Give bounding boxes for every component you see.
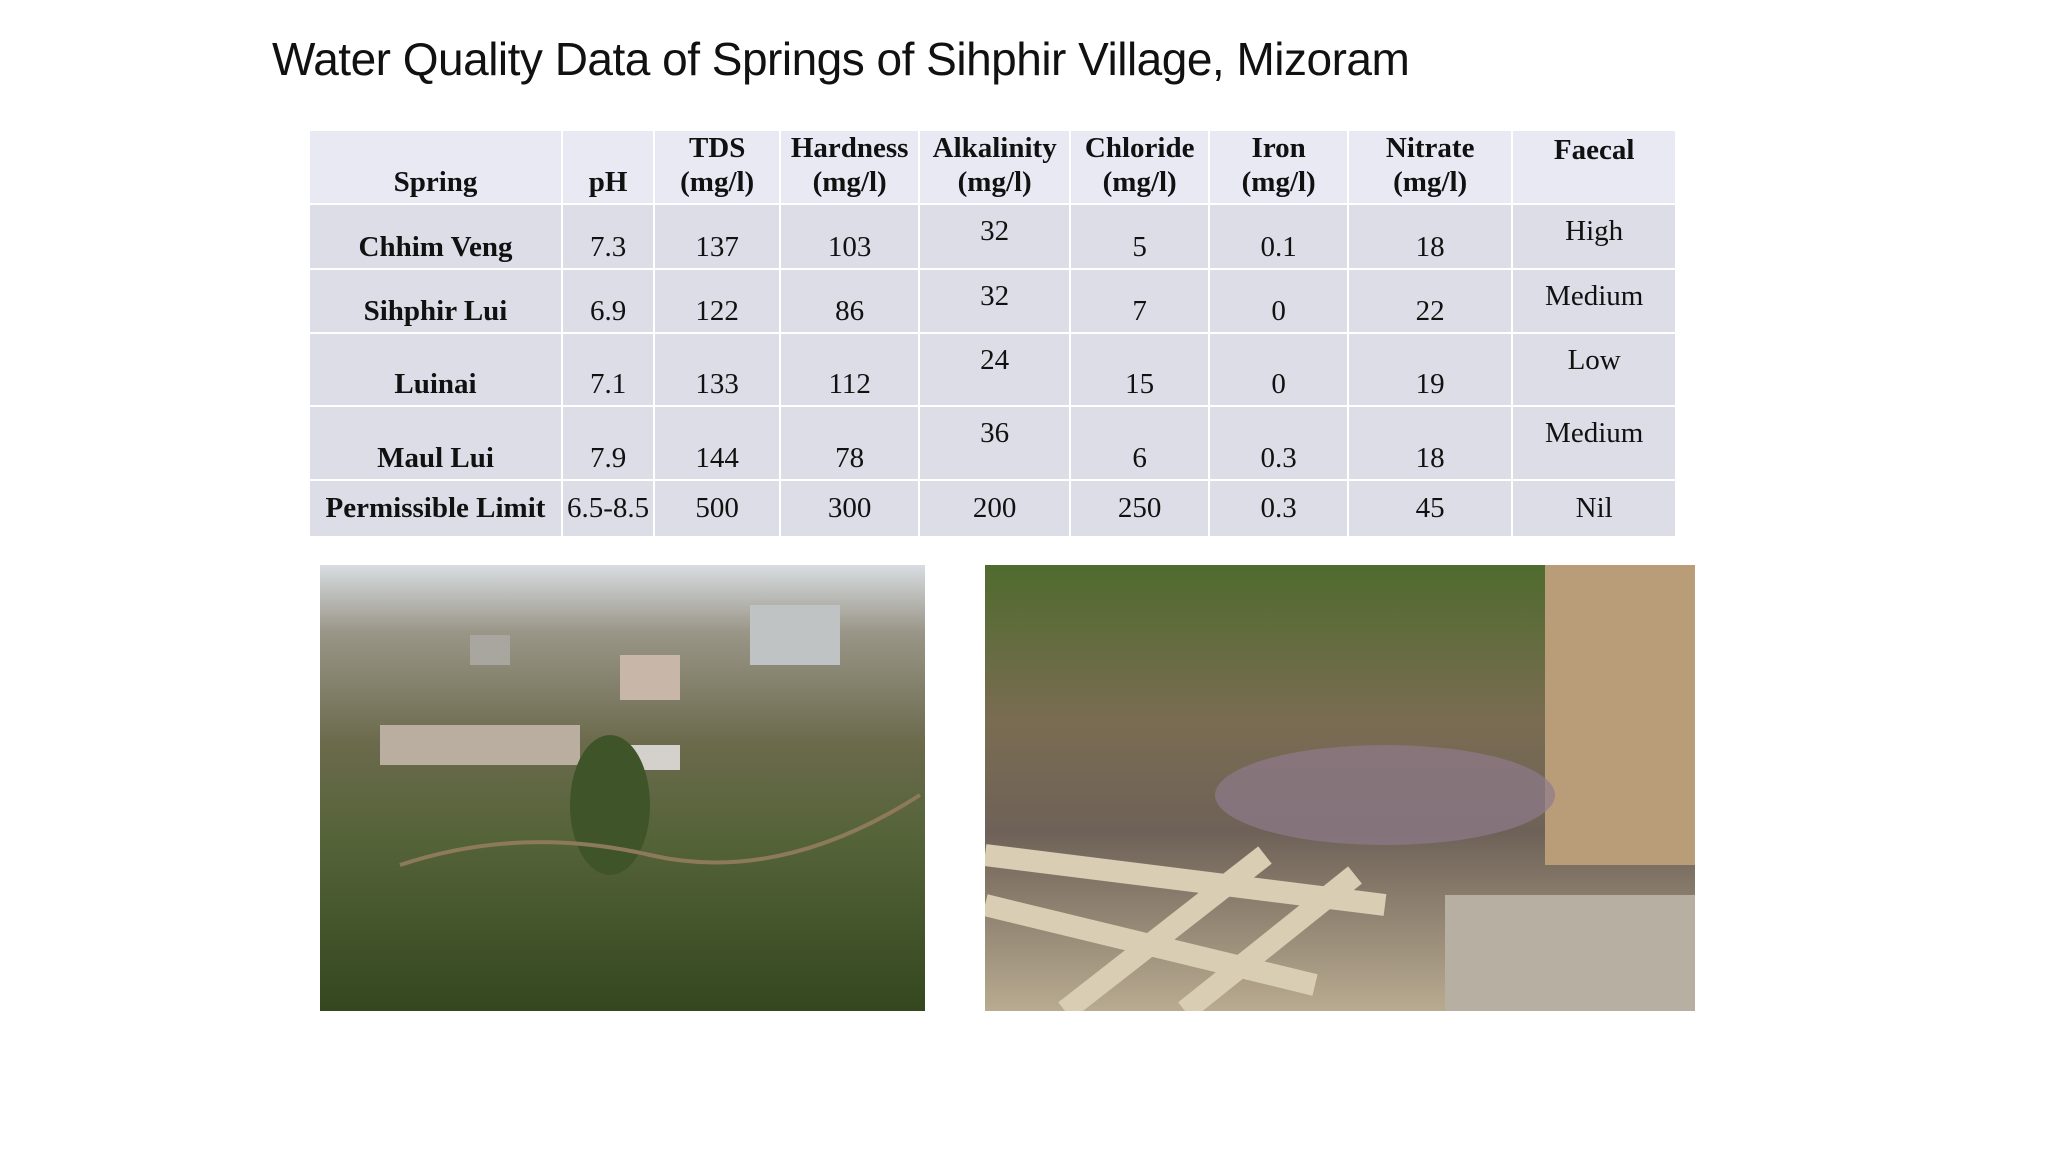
table-cell: 0.1 [1208, 203, 1350, 270]
row-label: Maul Lui [308, 405, 563, 481]
column-unit: (mg/l) [1241, 166, 1316, 198]
table-row: Chhim Veng 7.3 137 103 32 5 0.1 18 High [308, 203, 1678, 270]
table-cell: Nil [1511, 479, 1678, 538]
table-cell: 19 [1347, 332, 1514, 407]
table-cell: High [1511, 203, 1678, 270]
data-table: Spring pH TDS (mg/l) Hardness (mg/l) Alkalinit… [308, 129, 1678, 538]
table-cell: 6.5-8.5 [560, 479, 656, 538]
table-header: Spring pH TDS (mg/l) Hardness (mg/l) Alkalinit… [308, 129, 1678, 205]
table-cell: 0 [1208, 332, 1350, 407]
column-header: Nitrate (mg/l) [1347, 129, 1514, 205]
table-row: Sihphir Lui 6.9 122 86 32 7 0 22 Medium [308, 268, 1678, 334]
table-cell: 144 [653, 405, 782, 481]
row-label: Sihphir Lui [308, 268, 563, 334]
table-cell: 0.3 [1208, 479, 1350, 538]
table-body: Chhim Veng 7.3 137 103 32 5 0.1 18 High Sihphir L… [308, 203, 1678, 538]
column-name: Alkalinity [932, 132, 1057, 164]
table-cell: 137 [653, 203, 782, 270]
table-cell: 78 [779, 405, 921, 481]
column-name: Faecal [1553, 134, 1635, 166]
column-header: Hardness (mg/l) [779, 129, 921, 205]
column-name: Nitrate [1385, 132, 1475, 164]
table-cell: Medium [1511, 405, 1678, 481]
row-label: Chhim Veng [308, 203, 563, 270]
column-name: Spring [393, 166, 478, 198]
table-cell: 0 [1208, 268, 1350, 334]
column-name: Iron [1251, 132, 1306, 164]
table-cell: 112 [779, 332, 921, 407]
slide-title: Water Quality Data of Springs of Sihphir… [272, 33, 1410, 85]
column-header: Spring [308, 129, 563, 205]
column-header: Chloride (mg/l) [1069, 129, 1211, 205]
table-cell: 103 [779, 203, 921, 270]
table-cell: 15 [1069, 332, 1211, 407]
table-cell: 200 [918, 479, 1072, 538]
column-header: Iron (mg/l) [1208, 129, 1350, 205]
column-name: pH [588, 166, 628, 198]
table-cell: 36 [918, 405, 1072, 481]
table-cell: 7 [1069, 268, 1211, 334]
table-cell: 300 [779, 479, 921, 538]
table-row: Luinai 7.1 133 112 24 15 0 19 Low [308, 332, 1678, 407]
table-cell: 7.9 [560, 405, 656, 481]
table-cell: 86 [779, 268, 921, 334]
table-cell: 133 [653, 332, 782, 407]
table-cell: 22 [1347, 268, 1514, 334]
table-cell: 500 [653, 479, 782, 538]
table-cell: Low [1511, 332, 1678, 407]
column-unit: (mg/l) [957, 166, 1032, 198]
table-cell: Medium [1511, 268, 1678, 334]
table-cell: 18 [1347, 203, 1514, 270]
photo-village-hillside [320, 565, 925, 1011]
table-cell: 24 [918, 332, 1072, 407]
column-name: Chloride [1084, 132, 1195, 164]
row-label: Luinai [308, 332, 563, 407]
photo-spring-debris [985, 565, 1695, 1011]
column-unit: (mg/l) [812, 166, 887, 198]
table-cell: 0.3 [1208, 405, 1350, 481]
column-name: Hardness [790, 132, 909, 164]
table-cell: 45 [1347, 479, 1514, 538]
column-unit: (mg/l) [1393, 166, 1468, 198]
column-header: TDS (mg/l) [653, 129, 782, 205]
table-cell: 5 [1069, 203, 1211, 270]
header-row: Spring pH TDS (mg/l) Hardness (mg/l) Alkalinit… [308, 129, 1678, 205]
column-unit: (mg/l) [1102, 166, 1177, 198]
table-cell: 32 [918, 268, 1072, 334]
column-header: Faecal [1511, 129, 1678, 205]
column-header: pH [560, 129, 656, 205]
column-header: Alkalinity (mg/l) [918, 129, 1072, 205]
table-row: Maul Lui 7.9 144 78 36 6 0.3 18 Medium [308, 405, 1678, 481]
table-cell: 7.3 [560, 203, 656, 270]
table-cell: 32 [918, 203, 1072, 270]
table-cell: 7.1 [560, 332, 656, 407]
table-cell: 6.9 [560, 268, 656, 334]
table-cell: 18 [1347, 405, 1514, 481]
row-label: Permissible Limit [308, 479, 563, 538]
column-name: TDS [688, 132, 746, 164]
table-cell: 6 [1069, 405, 1211, 481]
table-cell: 122 [653, 268, 782, 334]
table-row: Permissible Limit 6.5-8.5 500 300 200 250 0.3 4… [308, 479, 1678, 538]
table-cell: 250 [1069, 479, 1211, 538]
column-unit: (mg/l) [680, 166, 755, 198]
